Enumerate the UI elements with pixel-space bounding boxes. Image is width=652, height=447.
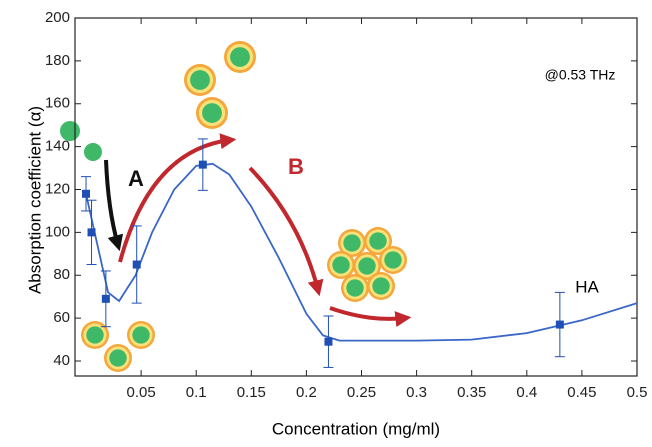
y-tick-label: 140 <box>45 138 70 155</box>
plot-frame <box>74 17 638 377</box>
y-tick-label: 40 <box>53 352 70 369</box>
particle <box>109 349 127 367</box>
data-point <box>132 260 141 269</box>
x-tick-label: 0.35 <box>457 384 486 401</box>
y-tick-label: 60 <box>53 309 70 326</box>
annotation: A <box>128 166 144 191</box>
x-tick-label: 0.2 <box>296 384 317 401</box>
particle <box>132 326 150 344</box>
particle <box>84 143 102 161</box>
particle <box>358 257 376 275</box>
y-tick-label: 120 <box>45 180 70 197</box>
y-tick-label: 160 <box>45 95 70 112</box>
y-tick-label: 200 <box>45 9 70 26</box>
data-point <box>87 228 96 237</box>
particle <box>346 279 364 297</box>
x-tick-label: 0.3 <box>406 384 427 401</box>
particle <box>384 251 402 269</box>
annotation: B <box>288 154 304 179</box>
arrow <box>329 306 412 328</box>
particle <box>86 326 104 344</box>
data-point <box>82 189 91 198</box>
data-point <box>198 160 207 169</box>
annotation: @0.53 THz <box>545 67 616 83</box>
particle <box>369 232 387 250</box>
x-tick-label: 0.4 <box>516 384 537 401</box>
x-tick-label: 0.5 <box>627 384 648 401</box>
particle <box>202 103 222 123</box>
particle <box>190 70 210 90</box>
arrow <box>248 166 324 297</box>
arrow <box>118 133 237 263</box>
data-point <box>101 294 110 303</box>
annotation: HA <box>575 277 599 296</box>
y-tick-label: 80 <box>53 266 70 283</box>
particle <box>332 256 350 274</box>
data-point <box>324 337 333 346</box>
particle <box>372 277 390 295</box>
fit-curve <box>85 162 638 342</box>
arrow <box>104 159 124 252</box>
decorations <box>60 41 412 372</box>
y-tick-label: 100 <box>45 223 70 240</box>
x-tick-label: 0.25 <box>347 384 376 401</box>
y-axis-label: Absorption coefficient (α) <box>25 106 44 294</box>
particle <box>343 234 361 252</box>
particle <box>230 47 250 67</box>
x-tick-label: 0.1 <box>186 384 207 401</box>
x-tick-label: 0.45 <box>567 384 596 401</box>
x-axis-label: Concentration (mg/ml) <box>272 419 440 438</box>
x-tick-label: 0.05 <box>127 384 156 401</box>
y-tick-label: 180 <box>45 52 70 69</box>
x-tick-label: 0.15 <box>237 384 266 401</box>
data-point <box>555 320 564 329</box>
